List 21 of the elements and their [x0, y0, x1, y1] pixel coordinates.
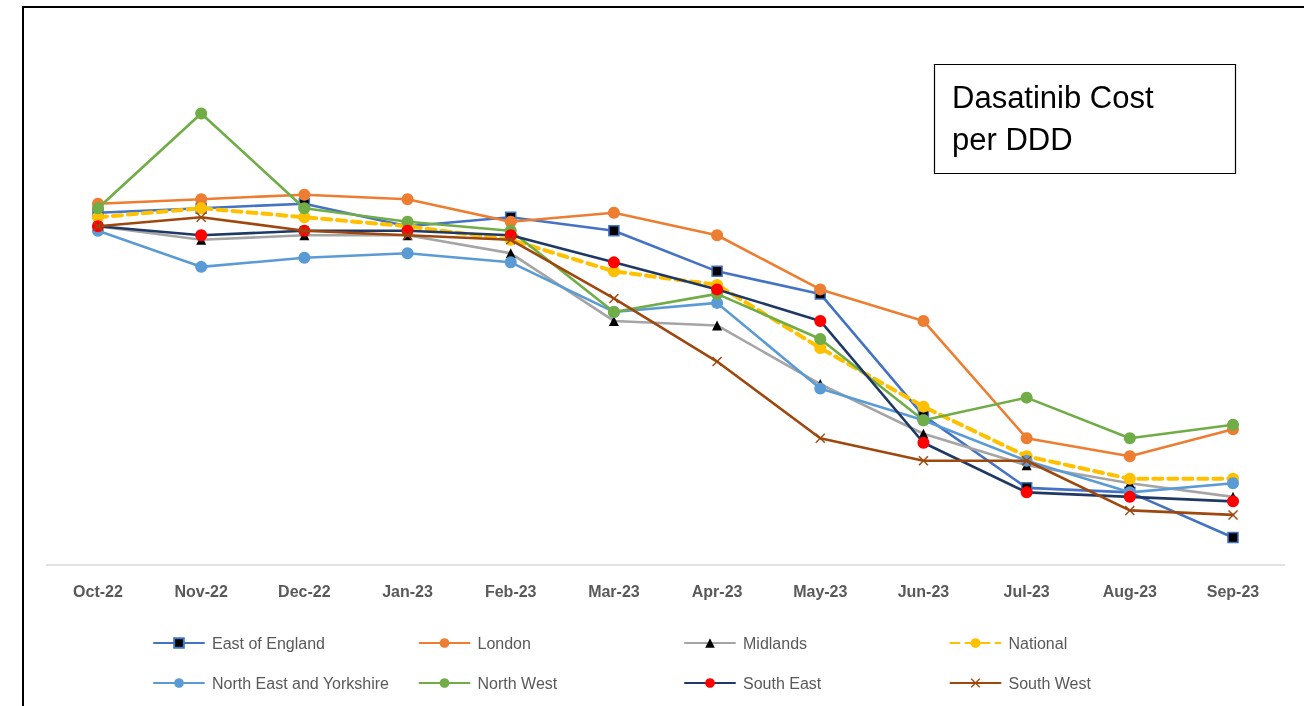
x-tick-label: Apr-23: [691, 583, 743, 600]
x-tick-label: Aug-23: [1102, 583, 1158, 600]
legend-label: Midlands: [743, 634, 808, 652]
chart-title: Dasatinib Cost per DDD: [952, 79, 1163, 157]
x-tick-label: Feb-23: [484, 583, 537, 600]
legend-label: London: [477, 634, 531, 652]
legend-label: South West: [1008, 674, 1092, 692]
legend-label: North West: [477, 674, 558, 692]
x-tick-label: May-23: [793, 583, 848, 600]
x-tick-label: Jun-23: [897, 583, 950, 600]
legend-label: South East: [743, 674, 822, 692]
x-tick-label: Jan-23: [382, 583, 433, 600]
x-tick-label: Oct-22: [73, 583, 123, 600]
legend-label: East of England: [212, 634, 325, 652]
legend-label: North East and Yorkshire: [212, 674, 390, 692]
legend-label: National: [1008, 634, 1068, 652]
x-tick-label: Dec-22: [278, 583, 331, 600]
x-tick-label: Mar-23: [588, 583, 640, 600]
x-tick-label: Nov-22: [174, 583, 228, 600]
x-tick-label: Jul-23: [1003, 583, 1050, 600]
x-tick-label: Sep-23: [1206, 583, 1260, 600]
